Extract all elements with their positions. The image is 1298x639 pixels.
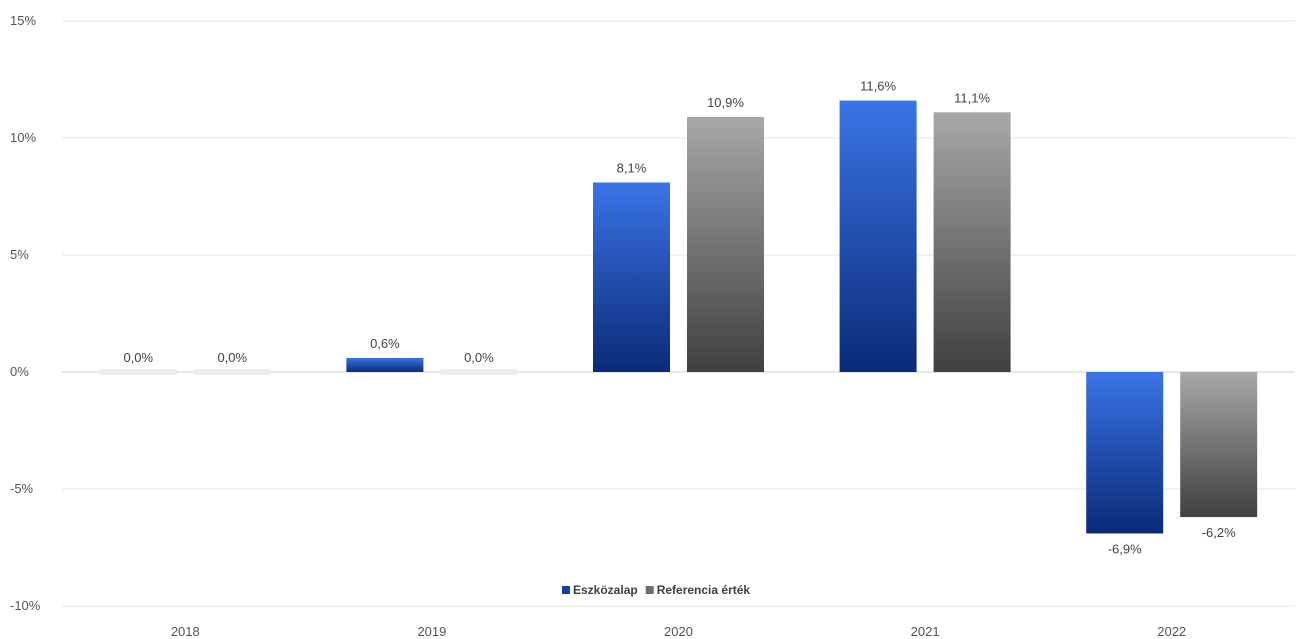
legend: Eszközalap Referencia érték bbox=[562, 583, 750, 597]
legend-label: Eszközalap bbox=[573, 583, 638, 597]
legend-swatch bbox=[645, 586, 654, 594]
data-label: 8,1% bbox=[617, 160, 647, 175]
bar-eszkozalap-2020 bbox=[593, 182, 670, 372]
x-tick-label: 2019 bbox=[417, 624, 446, 639]
x-axis: 2018 2019 2020 2021 2022 bbox=[171, 624, 1186, 639]
data-label: -6,2% bbox=[1202, 525, 1236, 540]
data-label: 0,0% bbox=[217, 350, 247, 365]
bar-eszkozalap-2022 bbox=[1086, 372, 1164, 534]
bar-referencia-2022 bbox=[1180, 372, 1258, 518]
legend-swatch bbox=[562, 586, 570, 594]
y-tick-label: 5% bbox=[10, 247, 29, 262]
bar-referencia-2019 bbox=[440, 369, 518, 375]
data-label: 0,0% bbox=[123, 350, 153, 365]
data-label: 0,0% bbox=[464, 350, 494, 365]
bar-eszkozalap-2018 bbox=[99, 369, 177, 375]
y-tick-label: -10% bbox=[10, 598, 41, 613]
bar-eszkozalap-2019 bbox=[346, 357, 424, 372]
data-label: 11,1% bbox=[954, 90, 990, 105]
y-tick-label: 10% bbox=[10, 130, 36, 145]
bar-referencia-2020 bbox=[687, 116, 764, 372]
data-label: -6,9% bbox=[1108, 541, 1142, 556]
bar-referencia-2021 bbox=[933, 112, 1011, 372]
y-axis: 15% 10% 5% 0% -5% -10% bbox=[10, 13, 41, 613]
x-tick-label: 2022 bbox=[1157, 624, 1186, 639]
y-tick-label: 15% bbox=[10, 13, 36, 28]
data-labels: 0,0% 0,0% 0,6% 0,0% 8,1% 10,9% 11,6% 11,1% -6,9%… bbox=[123, 79, 1236, 557]
data-label: 10,9% bbox=[707, 95, 744, 110]
bars bbox=[99, 100, 1258, 534]
legend-label: Referencia érték bbox=[657, 583, 751, 597]
x-tick-label: 2018 bbox=[171, 624, 200, 639]
data-label: 11,6% bbox=[860, 79, 896, 94]
bar-eszkozalap-2021 bbox=[839, 100, 917, 372]
x-tick-label: 2021 bbox=[911, 624, 940, 639]
y-tick-label: 0% bbox=[10, 364, 29, 379]
bar-referencia-2018 bbox=[193, 369, 271, 375]
data-label: 0,6% bbox=[370, 336, 400, 351]
x-tick-label: 2020 bbox=[664, 624, 693, 639]
y-tick-label: -5% bbox=[10, 481, 34, 496]
